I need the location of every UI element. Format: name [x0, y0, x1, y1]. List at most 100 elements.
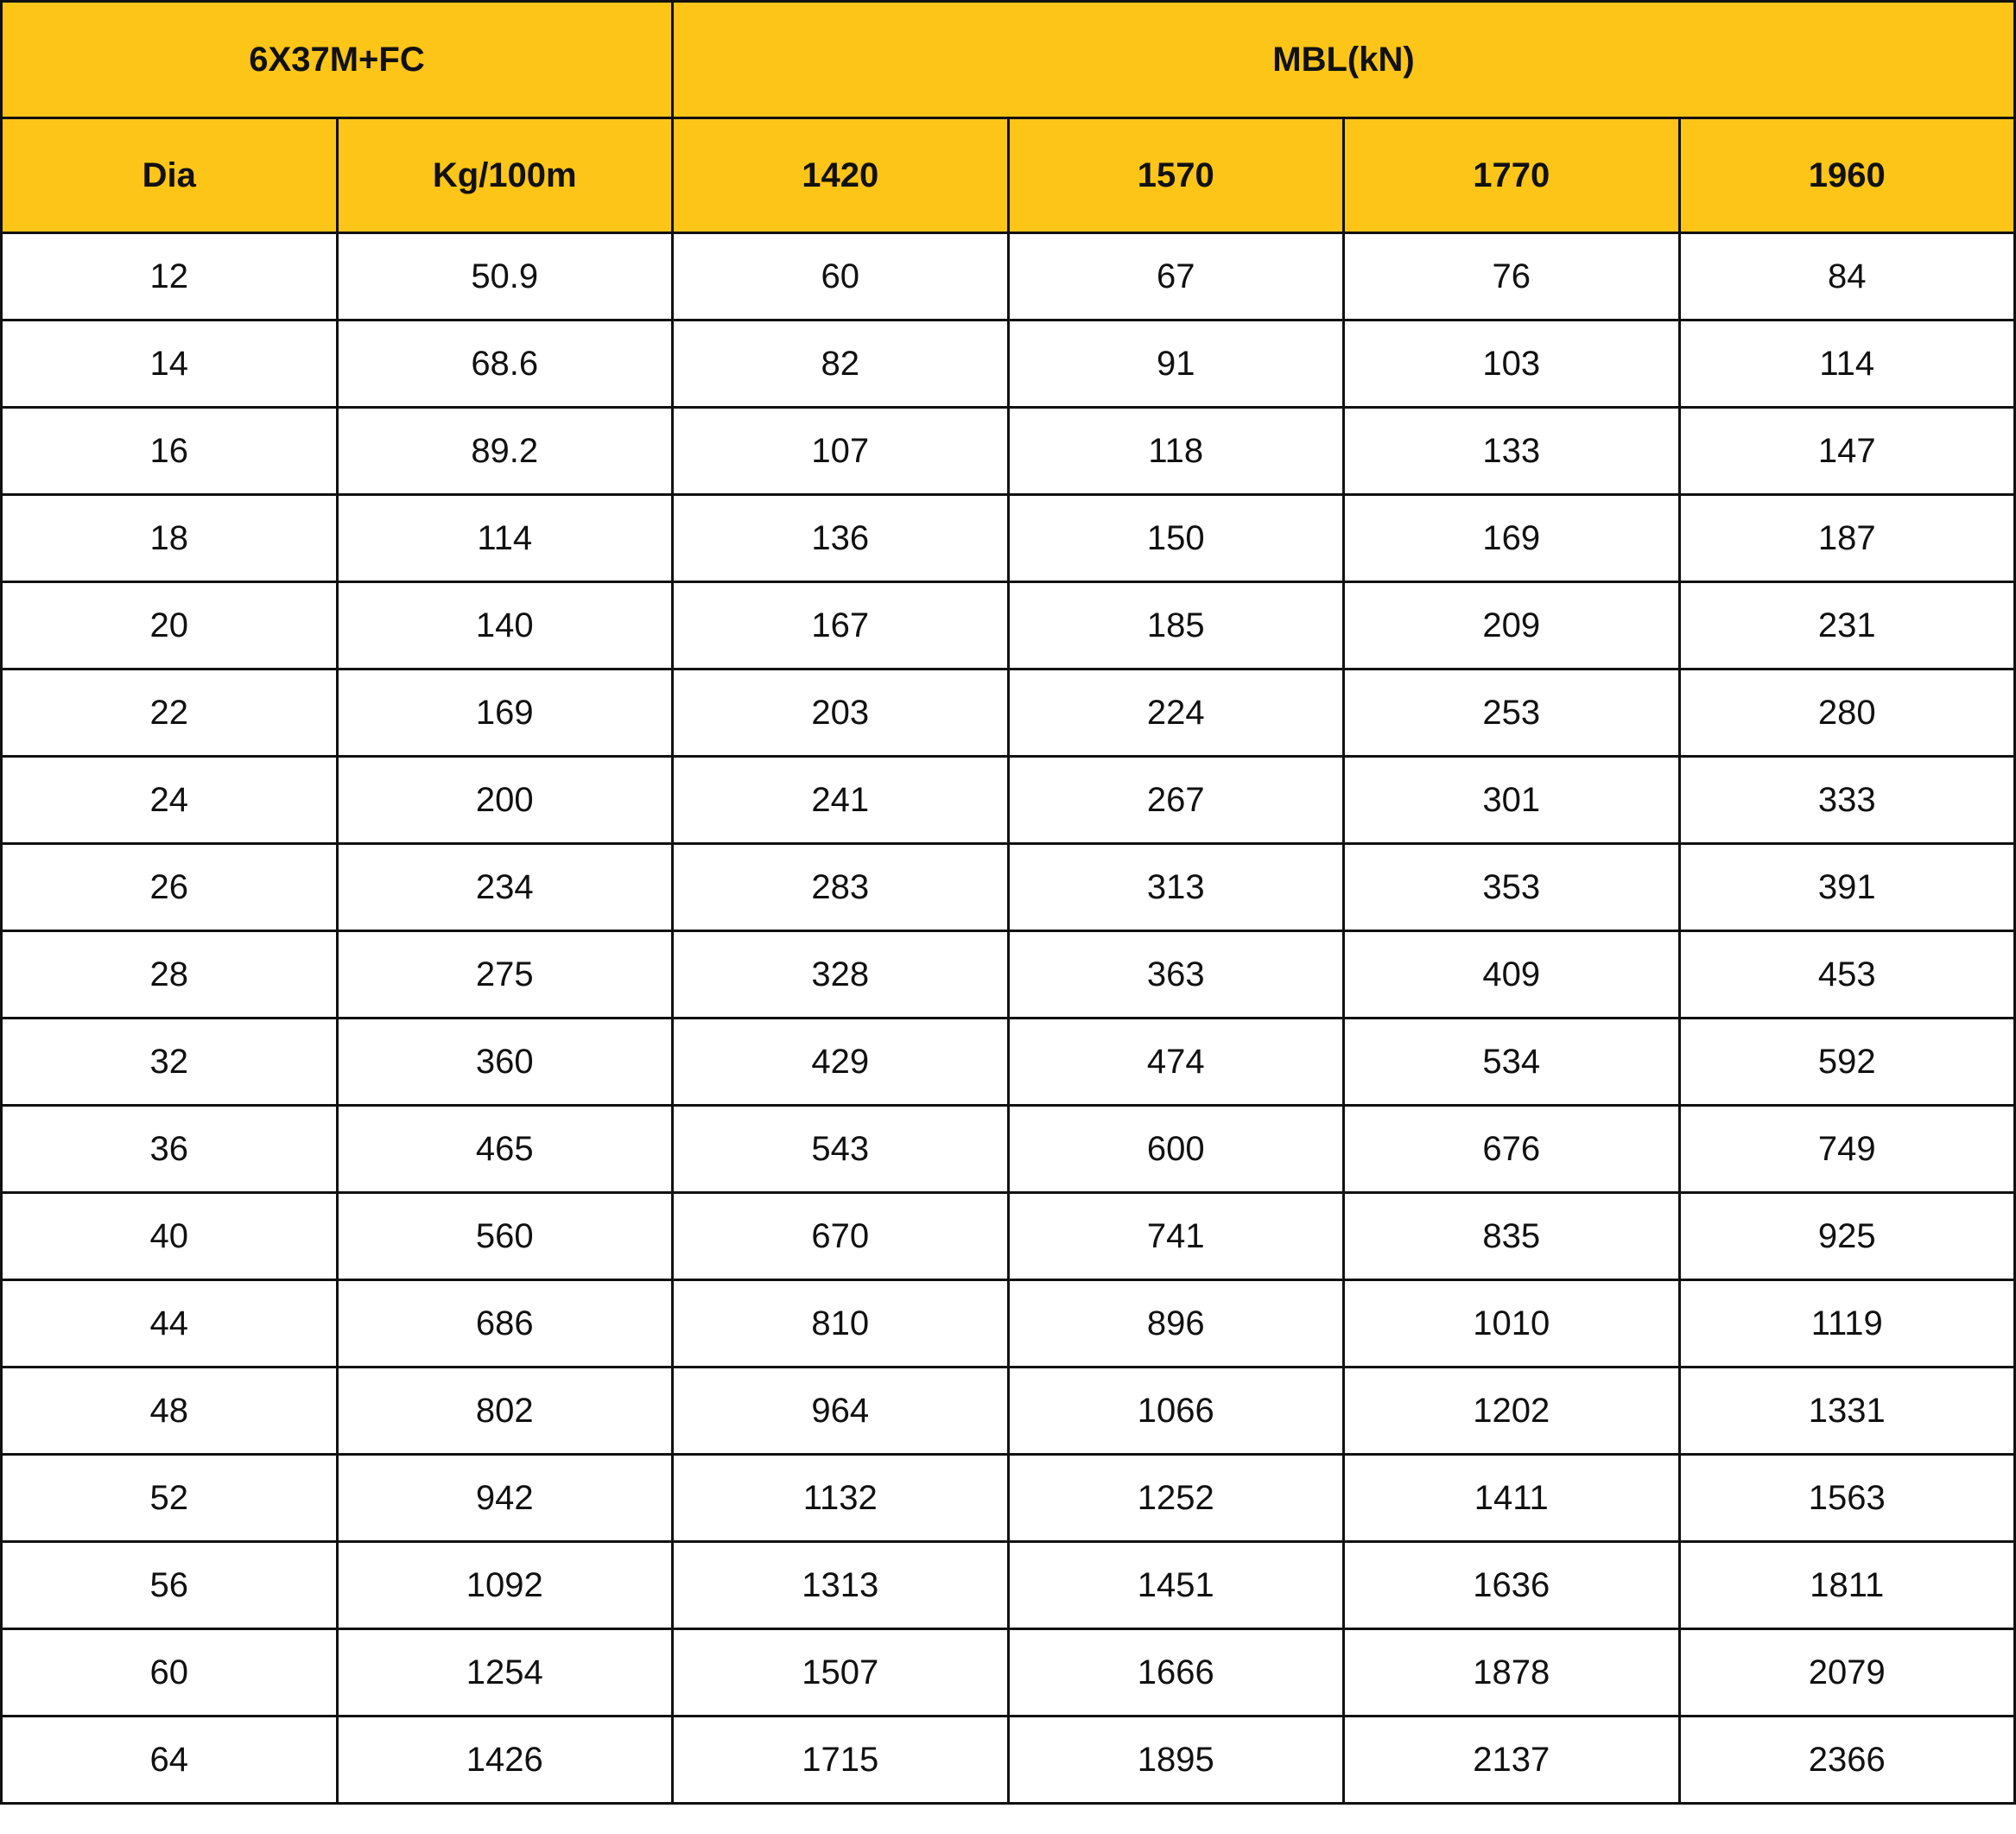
table-cell: 670	[671, 1191, 1010, 1281]
table-cell: 1426	[335, 1715, 674, 1805]
table-cell: 169	[1342, 493, 1681, 583]
column-header: 1420	[671, 117, 1010, 234]
table-cell: 12	[0, 232, 339, 321]
table-cell: 676	[1342, 1104, 1681, 1194]
table-cell: 103	[1342, 319, 1681, 409]
table-cell: 200	[335, 755, 674, 845]
table-cell: 1451	[1006, 1540, 1345, 1630]
rope-type-header: 6X37M+FC	[0, 0, 674, 119]
table-cell: 543	[671, 1104, 1010, 1194]
table-cell: 1092	[335, 1540, 674, 1630]
table-row: 12 50.9 60 67 76 84	[0, 232, 2016, 321]
table-cell: 24	[0, 755, 339, 845]
table-cell: 280	[1677, 668, 2016, 758]
table-cell: 187	[1677, 493, 2016, 583]
column-header: Kg/100m	[335, 117, 674, 234]
table-row: 52 942 1132 1252 1411 1563	[0, 1453, 2016, 1543]
table-cell: 1252	[1006, 1453, 1345, 1543]
table-cell: 114	[335, 493, 674, 583]
table-cell: 835	[1342, 1191, 1681, 1281]
table-row: 36 465 543 600 676 749	[0, 1104, 2016, 1194]
table-cell: 592	[1677, 1017, 2016, 1107]
table-cell: 40	[0, 1191, 339, 1281]
table-cell: 600	[1006, 1104, 1345, 1194]
table-cell: 253	[1342, 668, 1681, 758]
column-header: 1570	[1006, 117, 1345, 234]
table-cell: 313	[1006, 842, 1345, 932]
table-cell: 328	[671, 930, 1010, 1019]
table-row: 14 68.6 82 91 103 114	[0, 319, 2016, 409]
table-cell: 363	[1006, 930, 1345, 1019]
table-cell: 56	[0, 1540, 339, 1630]
table-cell: 301	[1342, 755, 1681, 845]
table-cell: 1202	[1342, 1366, 1681, 1456]
table-cell: 1132	[671, 1453, 1010, 1543]
table-cell: 391	[1677, 842, 2016, 932]
table-cell: 453	[1677, 930, 2016, 1019]
table-row: 44 686 810 896 1010 1119	[0, 1279, 2016, 1368]
table-cell: 107	[671, 406, 1010, 496]
table-cell: 16	[0, 406, 339, 496]
table-cell: 28	[0, 930, 339, 1019]
table-cell: 64	[0, 1715, 339, 1805]
table-cell: 275	[335, 930, 674, 1019]
table-row: 48 802 964 1066 1202 1331	[0, 1366, 2016, 1456]
column-header: Dia	[0, 117, 339, 234]
table-cell: 925	[1677, 1191, 2016, 1281]
table-cell: 2137	[1342, 1715, 1681, 1805]
table-row: 26 234 283 313 353 391	[0, 842, 2016, 932]
table-cell: 18	[0, 493, 339, 583]
table-cell: 1331	[1677, 1366, 2016, 1456]
table-cell: 283	[671, 842, 1010, 932]
table-cell: 32	[0, 1017, 339, 1107]
table-cell: 333	[1677, 755, 2016, 845]
table-cell: 1811	[1677, 1540, 2016, 1630]
table-cell: 802	[335, 1366, 674, 1456]
table-cell: 241	[671, 755, 1010, 845]
table-cell: 91	[1006, 319, 1345, 409]
table-row: 32 360 429 474 534 592	[0, 1017, 2016, 1107]
table-cell: 429	[671, 1017, 1010, 1107]
table-row: 22 169 203 224 253 280	[0, 668, 2016, 758]
table-cell: 686	[335, 1279, 674, 1368]
table-cell: 67	[1006, 232, 1345, 321]
table-cell: 2366	[1677, 1715, 2016, 1805]
table-cell: 136	[671, 493, 1010, 583]
table-cell: 14	[0, 319, 339, 409]
table-cell: 114	[1677, 319, 2016, 409]
table-cell: 52	[0, 1453, 339, 1543]
table-body: 12 50.9 60 67 76 84 14 68.6 82 91 103 114 16 89.2 107 1…	[0, 232, 2016, 1805]
table-cell: 20	[0, 581, 339, 670]
table-cell: 1666	[1006, 1628, 1345, 1717]
table-cell: 1636	[1342, 1540, 1681, 1630]
header-row-group: 6X37M+FC MBL(kN)	[0, 0, 2016, 119]
table-cell: 741	[1006, 1191, 1345, 1281]
table-cell: 167	[671, 581, 1010, 670]
table-cell: 409	[1342, 930, 1681, 1019]
table-cell: 89.2	[335, 406, 674, 496]
table-row: 56 1092 1313 1451 1636 1811	[0, 1540, 2016, 1630]
table-cell: 22	[0, 668, 339, 758]
table-cell: 224	[1006, 668, 1345, 758]
table-cell: 1119	[1677, 1279, 2016, 1368]
column-header: 1960	[1677, 117, 2016, 234]
table-cell: 48	[0, 1366, 339, 1456]
table-cell: 1715	[671, 1715, 1010, 1805]
table-cell: 36	[0, 1104, 339, 1194]
table-cell: 1507	[671, 1628, 1010, 1717]
table-cell: 1878	[1342, 1628, 1681, 1717]
table-cell: 68.6	[335, 319, 674, 409]
table-cell: 133	[1342, 406, 1681, 496]
table-cell: 140	[335, 581, 674, 670]
table-cell: 749	[1677, 1104, 2016, 1194]
table-cell: 360	[335, 1017, 674, 1107]
table-cell: 44	[0, 1279, 339, 1368]
table-cell: 896	[1006, 1279, 1345, 1368]
table-cell: 26	[0, 842, 339, 932]
table-row: 28 275 328 363 409 453	[0, 930, 2016, 1019]
table-cell: 50.9	[335, 232, 674, 321]
table-row: 18 114 136 150 169 187	[0, 493, 2016, 583]
table-row: 40 560 670 741 835 925	[0, 1191, 2016, 1281]
table-cell: 60	[671, 232, 1010, 321]
